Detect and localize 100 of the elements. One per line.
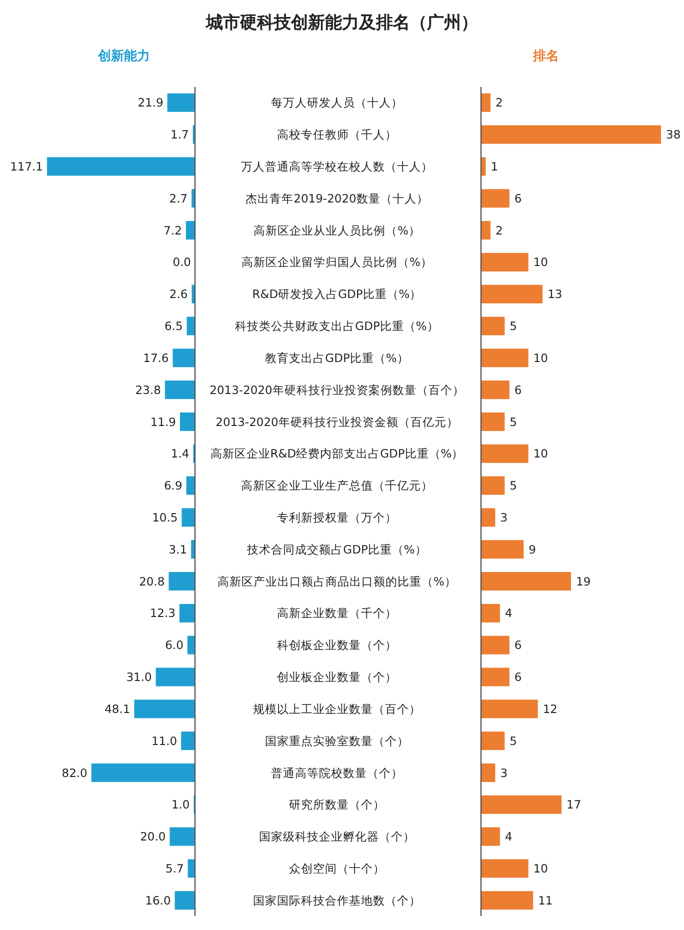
y-tick-label: 高新企业数量（千个）	[277, 606, 397, 620]
y-tick-label: 高校专任教师（千人）	[277, 128, 397, 142]
y-tick-label: 国家国际科技合作基地数（个）	[253, 893, 421, 908]
y-tick-label: 普通高等院校数量（个）	[271, 766, 403, 780]
bar	[174, 891, 195, 910]
y-tick-label: 规模以上工业企业数量（百个）	[253, 702, 421, 716]
data-label: 10	[533, 255, 548, 270]
data-label: 6	[514, 638, 522, 652]
bar	[481, 412, 505, 431]
data-label: 3.1	[168, 542, 188, 556]
y-tick-label: 国家级科技企业孵化器（个）	[259, 830, 415, 844]
bar	[481, 636, 510, 654]
bar	[168, 572, 195, 591]
bar	[481, 444, 528, 463]
bar	[481, 348, 528, 368]
bar	[481, 604, 500, 622]
data-label: 38	[666, 128, 681, 142]
bar	[170, 827, 195, 846]
y-tick-label: 每万人研发人员（十人）	[271, 96, 403, 110]
bar	[179, 604, 195, 622]
bar	[481, 827, 500, 846]
data-label: 9	[528, 542, 536, 556]
y-tick-label: 科创板企业数量（个）	[277, 638, 397, 652]
data-label: 1.0	[171, 798, 190, 812]
bar	[481, 252, 528, 272]
data-label: 3	[500, 510, 508, 524]
data-label: 6	[514, 382, 522, 397]
data-label: 1	[490, 159, 498, 174]
bar	[481, 125, 661, 144]
y-tick-label: 高新区产业出口额占商品出口额的比重（%）	[218, 574, 456, 588]
y-tick-label: 高新区企业留学归国人员比例（%）	[242, 255, 432, 270]
y-tick-label: 2013-2020年硬科技行业投资案例数量（百个）	[210, 382, 464, 397]
data-label: 31.0	[126, 670, 152, 684]
data-label: 19	[576, 574, 591, 588]
bar	[481, 380, 510, 400]
bar	[188, 859, 195, 878]
data-label: 4	[504, 606, 512, 620]
y-tick-label: 教育支出占GDP比重（%）	[265, 350, 409, 365]
bar	[481, 221, 490, 240]
bar	[156, 668, 195, 686]
bar	[91, 763, 195, 782]
bar	[180, 412, 195, 431]
data-label: 10.5	[152, 510, 178, 524]
data-label: 82.0	[62, 766, 88, 780]
data-label: 10	[533, 861, 548, 876]
data-label: 10	[533, 446, 548, 461]
data-label: 11	[538, 893, 553, 908]
bar	[481, 732, 505, 750]
y-tick-label: 高新区企业工业生产总值（千亿元）	[241, 478, 433, 493]
y-tick-label: 杰出青年2019-2020数量（十人）	[246, 191, 428, 206]
y-tick-label: 众创空间（十个）	[289, 861, 385, 876]
data-label: 3	[500, 766, 508, 780]
data-label: 2	[495, 223, 503, 238]
data-label: 48.1	[104, 702, 130, 716]
data-label: 5.7	[166, 861, 184, 876]
data-label: 17	[566, 798, 582, 812]
data-label: 16.0	[145, 893, 171, 908]
data-label: 1.7	[170, 128, 189, 142]
text: 城市硬科技创新能力及排名（广州）	[205, 13, 478, 33]
bar	[481, 508, 496, 527]
data-label: 12	[542, 702, 558, 716]
data-label: 7.2	[164, 223, 182, 238]
y-tick-label: 高新区企业从业人员比例（%）	[254, 223, 420, 238]
data-label: 6.9	[164, 478, 182, 493]
bar	[481, 859, 528, 878]
data-label: 6.0	[165, 638, 184, 652]
bar	[181, 732, 195, 750]
data-label: 1.4	[170, 446, 190, 461]
bar	[182, 508, 195, 527]
bar	[481, 700, 538, 718]
bar	[481, 93, 490, 112]
y-tick-label: 国家重点实验室数量（个）	[265, 734, 409, 748]
bar	[167, 93, 195, 112]
bar	[481, 763, 496, 782]
bar	[186, 221, 195, 240]
bar	[481, 540, 524, 559]
data-label: 5	[510, 734, 518, 748]
data-label: 5	[510, 414, 518, 429]
data-label: 12.3	[150, 606, 176, 620]
bar	[481, 795, 562, 814]
bar	[134, 700, 195, 718]
y-tick-label: 高新区企业R&D经费内部支出占GDP比重（%）	[210, 446, 464, 461]
data-label: 20.0	[140, 830, 166, 844]
y-tick-label: R&D研发投入占GDP比重（%）	[252, 287, 422, 302]
data-label: 6.5	[164, 319, 183, 334]
y-tick-label: 技术合同成交额占GDP比重（%）	[246, 542, 427, 556]
bar	[47, 157, 195, 176]
data-label: 4	[504, 830, 512, 844]
data-label: 23.8	[135, 382, 161, 397]
data-label: 2.6	[169, 287, 188, 302]
chart-subtitle: 创新能力	[97, 48, 150, 64]
data-label: 5	[510, 478, 518, 493]
bar	[481, 189, 510, 208]
data-label: 11.0	[151, 734, 178, 748]
bar	[164, 380, 195, 400]
bar	[187, 636, 195, 654]
y-tick-label: 创业板企业数量（个）	[277, 670, 397, 684]
data-label: 11.9	[150, 414, 176, 429]
data-label: 6	[514, 191, 522, 206]
bar	[192, 284, 195, 304]
